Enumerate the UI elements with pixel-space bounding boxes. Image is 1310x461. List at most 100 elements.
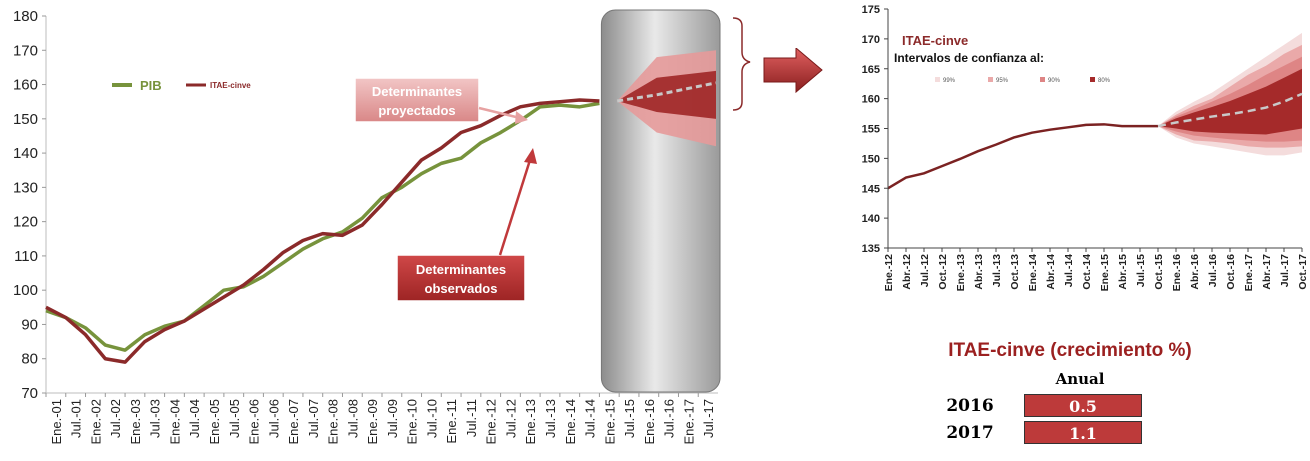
x-tick-label: Ene.-15: [1099, 254, 1111, 292]
y-tick-label: 100: [13, 282, 38, 299]
x-tick-label: Jul.-01: [69, 399, 84, 438]
legend-swatch: [935, 77, 940, 82]
y-tick-label: 180: [13, 8, 38, 25]
series-line-itae: [45, 98, 600, 364]
y-tick-label: 165: [862, 64, 880, 76]
x-tick-label: Ene.-07: [286, 399, 301, 445]
y-tick-label: 70: [21, 385, 38, 402]
x-tick-label: Oct.-12: [937, 254, 949, 290]
x-tick-label: Jul.-17: [701, 399, 716, 438]
x-tick-label: Jul.-15: [622, 399, 637, 438]
y-tick-label: 145: [862, 183, 880, 195]
callout-projected-arrowhead: [515, 111, 528, 124]
callout-observed-arrow: [498, 159, 532, 256]
y-tick-label: 90: [21, 316, 38, 333]
callout-projected-arrow: [478, 106, 521, 120]
x-tick-label: Ene.-04: [167, 399, 182, 445]
growth-row-value: 0.5: [1024, 394, 1142, 417]
callout-projected-box: [354, 77, 480, 123]
x-tick-label: Ene.-13: [955, 254, 967, 292]
x-tick-label: Jul.-14: [1063, 254, 1075, 287]
y-tick-label: 150: [862, 153, 880, 165]
x-tick-label: Abr.-12: [901, 254, 913, 290]
x-tick-label: Jul.-02: [108, 399, 123, 438]
x-tick-label: Jul.-07: [306, 399, 321, 438]
callout-observed-arrowhead: [524, 148, 537, 164]
y-tick-label: 130: [13, 179, 38, 196]
x-tick-label: Ene.-14: [1027, 254, 1039, 292]
x-tick-label: Abr.-17: [1261, 254, 1273, 290]
x-tick-label: Abr.-15: [1117, 254, 1129, 290]
x-tick-label: Jul.-12: [503, 399, 518, 438]
y-tick-label: 170: [13, 42, 38, 59]
growth-row-value: 1.1: [1024, 421, 1142, 444]
x-tick-label: Ene.-17: [681, 399, 696, 445]
x-tick-label: Abr.-13: [973, 254, 985, 290]
x-tick-label: Jul.-09: [385, 399, 400, 438]
x-tick-label: Ene.-08: [326, 399, 341, 445]
y-tick-label: 110: [14, 248, 38, 265]
legend-swatch: [1040, 77, 1045, 82]
growth-row-year: 2016: [946, 396, 994, 416]
x-tick-label: Ene.-02: [88, 399, 103, 445]
callout-observed-box: [396, 254, 526, 302]
x-tick-label: Jul.-15: [1135, 254, 1147, 287]
x-tick-label: Jul.-10: [424, 399, 439, 438]
x-tick-label: Ene.-16: [1171, 254, 1183, 292]
x-tick-label: Ene.-05: [207, 399, 222, 445]
callout-observed-line2: observados: [425, 281, 498, 296]
growth-row-year: 2017: [946, 423, 994, 443]
legend-swatch: [1090, 77, 1095, 82]
callout-observed-line1: Determinantes: [416, 262, 506, 277]
y-tick-label: 160: [862, 94, 880, 106]
x-tick-label: Abr.-14: [1045, 254, 1057, 290]
x-tick-label: Jul.-08: [345, 399, 360, 438]
fan-chart-title: ITAE-cinve: [902, 33, 968, 48]
series-line-pib: [45, 101, 600, 352]
legend-label-itae: ITAE-cinve: [210, 81, 251, 90]
legend-label-pib: PIB: [140, 78, 162, 93]
legend-label: 80%: [1098, 78, 1111, 84]
x-tick-label: Jul.-16: [1207, 254, 1219, 287]
x-tick-label: Ene.-11: [444, 399, 459, 444]
x-tick-label: Oct.-14: [1081, 254, 1093, 290]
fan-band-80: [1158, 68, 1302, 135]
x-tick-label: Jul.-14: [583, 399, 598, 438]
y-tick-label: 80: [21, 351, 38, 368]
growth-table-title: ITAE-cinve (crecimiento %): [948, 340, 1192, 361]
y-tick-label: 155: [862, 124, 880, 136]
x-tick-label: Ene.-16: [642, 399, 657, 445]
x-tick-label: Ene.-06: [247, 399, 262, 445]
x-tick-label: Oct.-15: [1153, 254, 1165, 290]
forecast-median-line: [1157, 92, 1303, 128]
bracket-brace: [732, 17, 751, 111]
x-tick-label: Oct.-16: [1225, 254, 1237, 290]
y-tick-label: 135: [862, 243, 880, 255]
forecast-fan-chart: 135 140 145 150 155 160 165 170 175 Ene.-12 Abr.-1…: [862, 4, 1309, 292]
x-tick-label: Ene.-13: [523, 399, 538, 445]
right-arrow-icon: [763, 48, 823, 94]
y-tick-label: 140: [13, 145, 38, 162]
x-tick-label: Oct.-13: [1009, 254, 1021, 290]
forecast-median-line: [616, 81, 717, 103]
legend-swatch: [988, 77, 993, 82]
x-tick-label: Abr.-16: [1189, 254, 1201, 290]
observed-line: [887, 123, 1158, 190]
growth-table-header: Anual: [1055, 370, 1105, 388]
fan-chart-subtitle: Intervalos de confianza al:: [894, 51, 1044, 65]
x-tick-label: Jul.-16: [662, 399, 677, 438]
x-tick-label: Ene.-12: [883, 254, 895, 292]
legend-label: 90%: [1048, 78, 1061, 84]
callout-projected-line2: proyectados: [378, 103, 455, 118]
main-line-chart: 70 80 90 100 110 120 130 140 150 160 170 180 Ene.-01…: [13, 8, 751, 445]
x-tick-label: Ene.-01: [49, 399, 64, 445]
x-tick-label: Ene.-12: [484, 399, 499, 445]
y-tick-label: 120: [13, 214, 38, 231]
x-tick-label: Ene.-09: [365, 399, 380, 445]
x-tick-label: Jul.-03: [148, 399, 163, 438]
legend-label: 95%: [996, 78, 1009, 84]
x-tick-label: Jul.-11: [464, 399, 479, 437]
x-tick-label: Jul.-13: [991, 254, 1003, 287]
y-tick-label: 150: [13, 111, 38, 128]
forecast-band-80: [617, 70, 716, 119]
